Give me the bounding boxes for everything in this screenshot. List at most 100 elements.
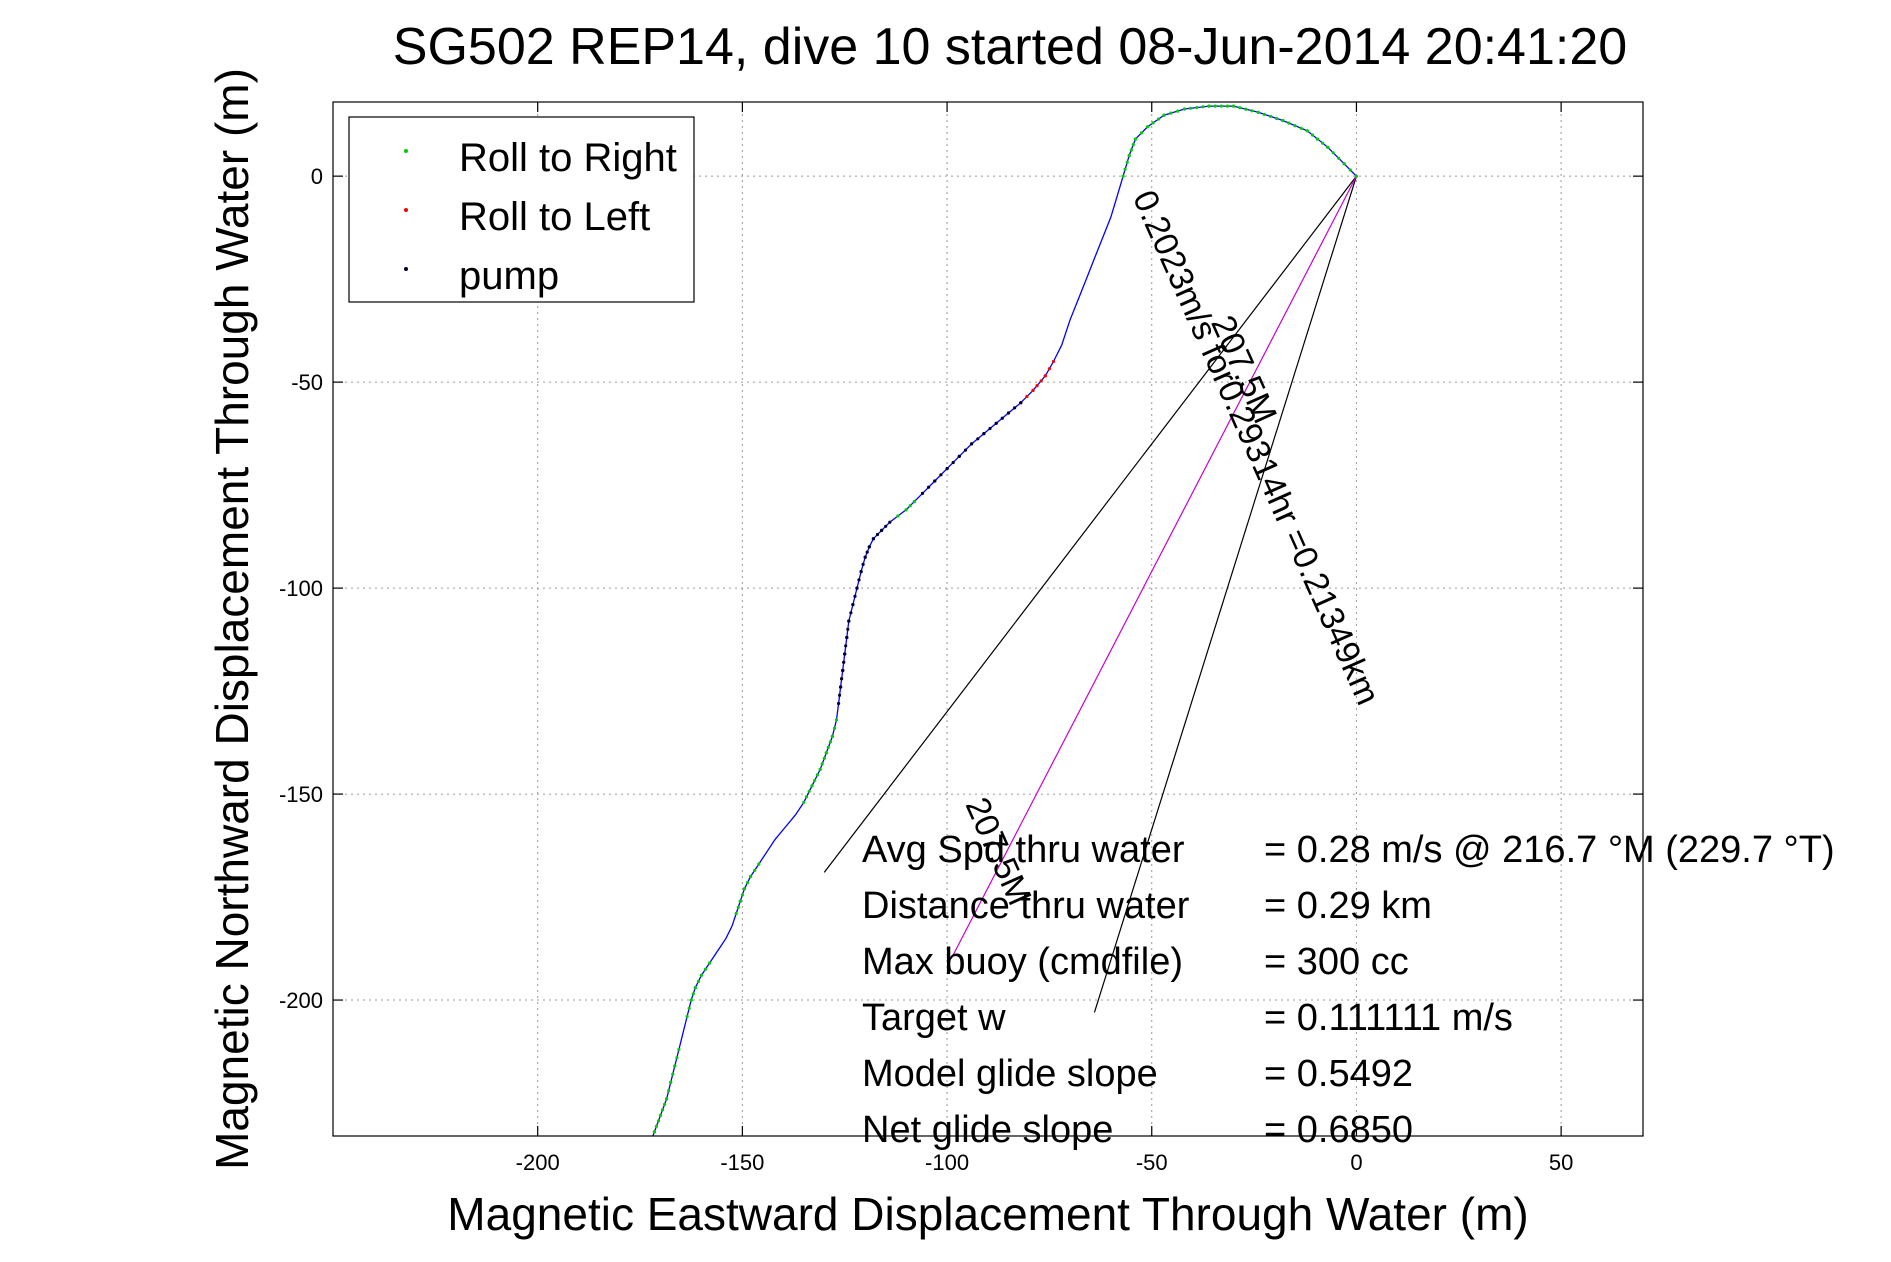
pump-marker: [867, 545, 871, 549]
pump-marker: [1013, 406, 1017, 410]
roll-right-marker: [810, 784, 814, 788]
roll-right-marker: [685, 1014, 689, 1019]
roll-right-marker: [675, 1056, 679, 1060]
roll-right-marker: [1195, 106, 1199, 110]
roll-right-marker: [1131, 143, 1135, 147]
roll-right-marker: [691, 992, 695, 996]
x-tick-label: 50: [1549, 1150, 1573, 1175]
roll-right-marker: [1348, 168, 1352, 172]
roll-left-marker: [1039, 379, 1043, 383]
roll-right-marker: [1337, 156, 1341, 160]
roll-right-marker: [757, 862, 761, 866]
grid-lines: [333, 102, 1643, 1136]
roll-right-marker: [1299, 126, 1303, 130]
chart-title: SG502 REP14, dive 10 started 08-Jun-2014…: [393, 18, 1627, 76]
pump-marker: [963, 448, 968, 452]
reference-line-bound-1: [823, 175, 1357, 873]
pump-marker: [945, 467, 949, 471]
roll-right-marker: [749, 874, 753, 879]
roll-right-marker: [1268, 114, 1273, 118]
roll-right-marker: [1287, 121, 1291, 125]
pump-marker: [884, 524, 888, 528]
roll-right-marker: [1310, 133, 1314, 137]
roll-right-marker: [904, 508, 908, 512]
roll-right-marker: [671, 1072, 675, 1076]
roll-right-marker: [1125, 160, 1129, 164]
roll-right-marker: [804, 795, 809, 799]
pump-marker: [1000, 416, 1004, 420]
roll-right-marker: [1182, 107, 1187, 111]
roll-right-marker: [647, 1147, 650, 1150]
pump-marker: [837, 701, 841, 706]
roll-right-marker: [813, 778, 817, 782]
roll-right-marker: [643, 1158, 646, 1161]
pump-marker: [851, 603, 855, 607]
roll-right-marker: [1225, 104, 1230, 108]
pump-marker: [994, 421, 998, 425]
roll-right-marker: [1256, 110, 1260, 114]
roll-right-marker: [696, 979, 701, 984]
roll-right-marker: [673, 1064, 677, 1068]
roll-right-marker: [1219, 104, 1223, 108]
roll-right-marker: [703, 967, 708, 971]
pump-marker: [841, 668, 845, 673]
roll-right-marker: [687, 1006, 691, 1010]
stat-value-max-buoy: = 300 cc: [1264, 941, 1409, 983]
roll-right-marker: [647, 1147, 650, 1150]
pump-marker: [865, 550, 869, 554]
legend-label-roll-right: Roll to Right: [459, 136, 677, 180]
roll-right-marker: [1342, 162, 1346, 166]
pump-marker: [927, 485, 931, 489]
roll-left-marker: [1043, 374, 1047, 378]
stat-value-net-glide: = 0.6850: [1264, 1109, 1413, 1151]
y-tick-label: -50: [291, 370, 323, 395]
pump-marker: [853, 594, 857, 598]
stat-label-avg-speed: Avg Spd thru water: [862, 829, 1185, 871]
roll-right-marker: [708, 961, 712, 965]
stat-label-target-w: Target w: [862, 997, 1006, 1039]
roll-right-marker: [669, 1080, 673, 1084]
roll-right-marker: [1250, 109, 1254, 113]
roll-right-marker: [1275, 116, 1279, 121]
roll-right-marker: [1139, 131, 1144, 135]
pump-marker: [863, 555, 867, 559]
roll-left-marker: [1047, 367, 1051, 371]
legend: Roll to Right Roll to Left pump: [348, 116, 695, 303]
pump-marker: [875, 532, 880, 537]
roll-right-marker: [807, 789, 811, 793]
roll-right-marker: [699, 973, 704, 977]
plot-frame: [332, 101, 1644, 1137]
pump-marker: [880, 528, 884, 533]
roll-left-marker: [1051, 359, 1056, 364]
roll-right-marker: [753, 868, 757, 872]
roll-right-marker: [1133, 137, 1137, 141]
stat-label-distance: Distance thru water: [862, 885, 1190, 927]
pump-marker: [933, 479, 937, 483]
pump-marker: [982, 432, 986, 436]
y-axis-label: Magnetic Northward Displacement Through …: [206, 68, 258, 1170]
roll-right-marker: [1129, 148, 1133, 152]
roll-right-marker: [912, 500, 916, 504]
roll-right-marker: [1121, 174, 1125, 178]
roll-right-marker: [677, 1047, 681, 1052]
y-tick-label: -100: [279, 576, 323, 601]
roll-right-marker: [1201, 105, 1205, 109]
roll-right-marker: [1123, 167, 1127, 171]
pump-marker: [839, 685, 843, 689]
y-tick-label: -200: [279, 988, 323, 1013]
roll-right-marker: [1213, 104, 1217, 108]
pump-marker: [849, 611, 853, 615]
y-tick-label: -150: [279, 782, 323, 807]
pump-marker: [1019, 401, 1023, 405]
roll-right-marker: [1244, 107, 1248, 111]
pump-marker: [939, 473, 943, 477]
roll-right-marker: [1127, 154, 1131, 158]
legend-label-pump: pump: [459, 254, 559, 298]
reference-lines: [823, 175, 1358, 1013]
roll-left-marker: [1035, 384, 1039, 388]
pump-marker: [844, 644, 848, 648]
legend-marker-roll-left: [404, 208, 408, 212]
roll-right-marker: [1157, 117, 1161, 121]
stat-value-model-glide: = 0.5492: [1264, 1053, 1413, 1095]
roll-right-marker: [658, 1113, 663, 1117]
